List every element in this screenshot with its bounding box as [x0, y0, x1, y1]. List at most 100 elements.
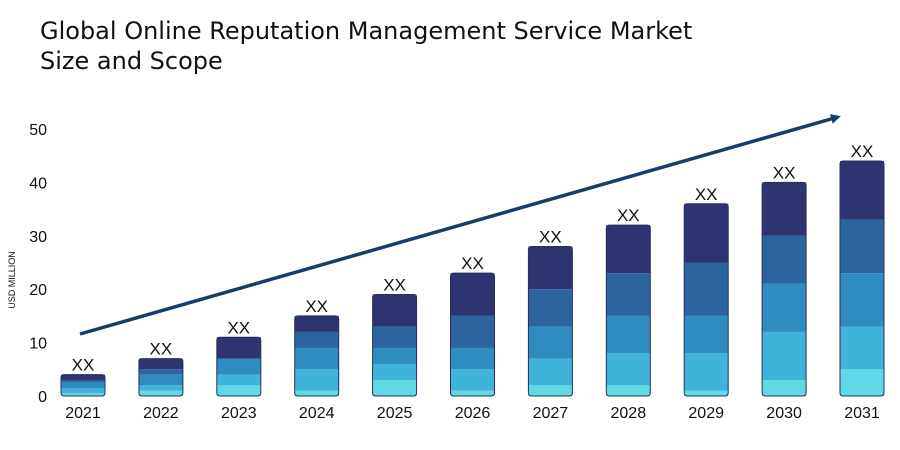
x-tick-label: 2024: [299, 405, 335, 422]
bar-segment: [372, 347, 417, 364]
bar-segment: [762, 283, 807, 332]
x-tick-label: 2023: [221, 405, 257, 422]
stacked-bar: [372, 294, 418, 397]
bar-segment: [216, 337, 261, 359]
bar-segment: [138, 390, 183, 396]
bar-segment: [606, 353, 651, 386]
bar-segment: [606, 315, 651, 354]
x-tick-label: 2029: [688, 405, 724, 422]
bar-segment: [840, 219, 884, 274]
bar-segment: [684, 262, 729, 316]
bar-segment: [138, 358, 183, 370]
bar-segment: [138, 369, 183, 375]
bar-segment: [294, 315, 339, 332]
bar-segment: [61, 393, 105, 396]
bar-segment: [762, 379, 807, 396]
bar-segment: [840, 161, 884, 220]
bar-segment: [216, 358, 261, 375]
trend-arrow: [79, 114, 841, 336]
bar-segment: [528, 289, 573, 327]
bar-outline: [683, 203, 729, 397]
stacked-bar: [527, 245, 573, 397]
bar-segment: [294, 369, 339, 391]
stacked-bar: [605, 224, 651, 397]
x-tick-label: 2026: [455, 405, 491, 422]
bar-segment: [762, 235, 807, 284]
bar-outline: [839, 160, 885, 397]
bar-segment: [450, 390, 495, 396]
bar-segment: [372, 379, 417, 396]
y-tick-label: 50: [29, 122, 47, 139]
y-tick-label: 30: [29, 229, 47, 246]
bar-segment: [606, 385, 651, 396]
x-tick-label: 2021: [65, 405, 101, 422]
bar-segment: [528, 326, 573, 359]
bar-segment: [450, 369, 495, 391]
bar-segment: [138, 385, 183, 391]
bar-segment: [372, 363, 417, 380]
bar-segment: [61, 387, 105, 394]
data-label: XX: [72, 356, 95, 375]
bar-outline: [761, 181, 807, 397]
stacked-bar: [761, 181, 807, 397]
chart-title: Global Online Reputation Management Serv…: [40, 16, 740, 76]
y-tick-label: 10: [29, 336, 47, 353]
bar-segment: [372, 326, 417, 348]
x-tick-label: 2027: [533, 405, 569, 422]
bar-segment: [684, 390, 729, 396]
stacked-bar: [138, 358, 184, 397]
bar-segment: [528, 385, 573, 396]
y-tick-label: 20: [29, 282, 47, 299]
bars: [60, 160, 885, 397]
x-tick-label: 2022: [143, 405, 179, 422]
y-tick-label: 40: [29, 175, 47, 192]
bar-segment: [762, 182, 807, 236]
data-label: XX: [539, 227, 562, 246]
bar-segment: [840, 369, 884, 396]
bar-segment: [294, 347, 339, 370]
bar-segment: [61, 382, 105, 388]
bar-outline: [138, 358, 184, 397]
data-label: XX: [305, 297, 328, 316]
bar-segment: [372, 294, 417, 327]
bar-outline: [294, 315, 340, 397]
bar-segment: [294, 390, 339, 396]
bar-segment: [762, 331, 807, 380]
stacked-bar: [216, 336, 262, 397]
bar-segment: [450, 273, 495, 316]
bar-outline: [450, 272, 495, 397]
bar-segment: [450, 347, 495, 370]
bar-segment: [138, 374, 183, 386]
bar-segment: [684, 315, 729, 354]
bar-segment: [528, 246, 573, 290]
data-labels: XX XX XX XX XX XX XX XX XX XX XX: [72, 142, 874, 375]
bar-outline: [372, 294, 418, 397]
stacked-bar: [683, 203, 729, 397]
bar-segment: [216, 374, 261, 386]
bar-segment: [606, 273, 651, 316]
bar-segment: [61, 379, 105, 383]
bar-outline: [527, 245, 573, 397]
x-axis-ticks: 2021 2022 2023 2024 2025 2026 2027 2028 2029 2030…: [65, 405, 880, 422]
bar-segment: [61, 374, 105, 380]
bar-segment: [216, 385, 261, 396]
bar-segment: [840, 273, 884, 327]
bar-outline: [605, 224, 651, 397]
data-label: XX: [150, 340, 173, 359]
x-tick-label: 2025: [377, 405, 413, 422]
x-tick-label: 2030: [766, 405, 802, 422]
data-label: XX: [773, 163, 796, 182]
data-label: XX: [383, 276, 406, 295]
bar-outline: [60, 374, 106, 397]
y-tick-label: 0: [38, 389, 47, 406]
chart-title-line-2: Size and Scope: [40, 47, 223, 75]
y-axis-ticks: 0 10 20 30 40 50: [29, 122, 47, 406]
bar-outline: [216, 336, 262, 397]
data-label: XX: [617, 206, 640, 225]
bar-segment: [528, 358, 573, 386]
y-axis-label: USD MILLION: [7, 251, 17, 309]
data-label: XX: [851, 142, 874, 161]
bar-segment: [294, 331, 339, 348]
stacked-bar: [450, 272, 495, 397]
